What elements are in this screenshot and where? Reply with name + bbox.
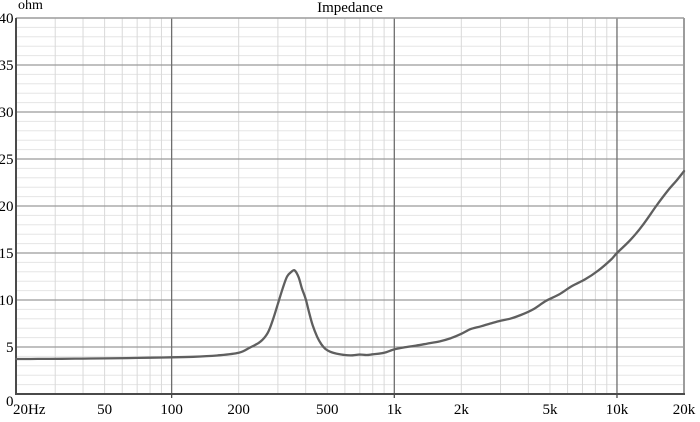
x-tick-label-5k: 5k bbox=[542, 402, 558, 418]
y-tick-label-25: 25 bbox=[0, 152, 14, 168]
impedance-curve bbox=[14, 170, 686, 361]
y-tick-label-20: 20 bbox=[0, 199, 14, 215]
y-tick-label-0: 0 bbox=[6, 394, 14, 410]
x-tick-label-50: 50 bbox=[97, 402, 112, 418]
y-tick-label-30: 30 bbox=[0, 105, 14, 121]
y-axis-unit-label: ohm bbox=[18, 0, 43, 13]
x-tick-label-20Hz: 20Hz bbox=[13, 402, 46, 418]
y-tick-label-35: 35 bbox=[0, 58, 14, 74]
x-tick-label-500: 500 bbox=[316, 402, 339, 418]
x-tick-label-2k: 2k bbox=[454, 402, 470, 418]
x-tick-label-1k: 1k bbox=[387, 402, 403, 418]
x-tick-label-200: 200 bbox=[227, 402, 250, 418]
chart-title: Impedance bbox=[317, 0, 383, 16]
x-tick-label-20k: 20k bbox=[673, 402, 696, 418]
x-tick-label-100: 100 bbox=[160, 402, 183, 418]
y-tick-label-15: 15 bbox=[0, 246, 14, 262]
x-tick-label-10k: 10k bbox=[606, 402, 629, 418]
y-tick-label-40: 40 bbox=[0, 11, 14, 27]
y-tick-label-5: 5 bbox=[6, 340, 14, 356]
y-tick-label-10: 10 bbox=[0, 293, 14, 309]
